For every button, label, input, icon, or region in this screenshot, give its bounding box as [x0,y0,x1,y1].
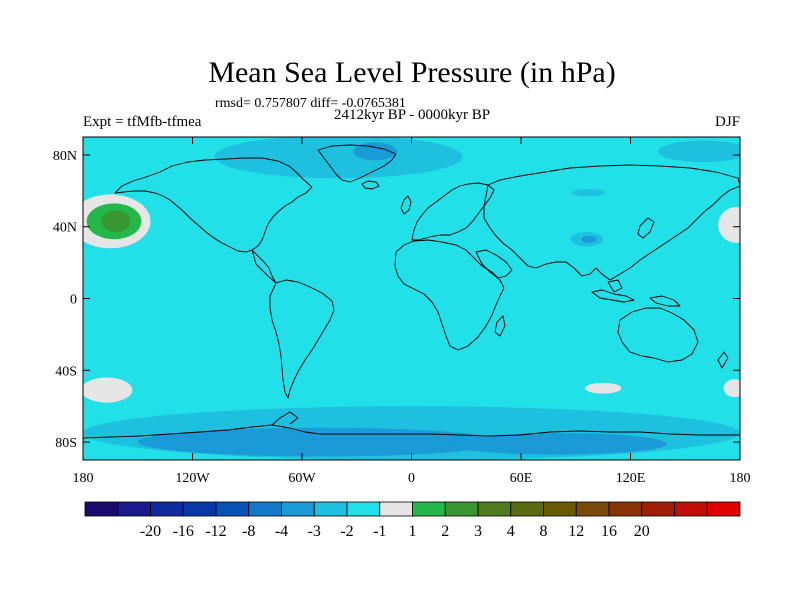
colorbar-swatch [215,501,250,517]
colorbar-label: 1 [409,523,417,540]
colorbar: -20 -16 -12 -8 -4 -3 -2 -1 1 2 3 4 8 12 16 20 [84,501,741,540]
colorbar-swatch [575,501,610,517]
anomaly-region-arctic-east [657,140,740,163]
season-label: DJF [715,114,740,130]
colorbar-swatch [543,501,577,517]
anomaly-region-south-indian [584,382,622,394]
colorbar-swatch [346,501,381,517]
colorbar-swatch [281,501,315,517]
anomaly-region-east-pacific-edge [718,206,740,243]
colorbar-label: 3 [474,523,482,540]
colorbar-swatch [412,501,446,517]
colorbar-swatch [477,501,512,517]
colorbar-label: -2 [340,523,353,540]
colorbar-swatch [182,501,217,517]
anomaly-region-arctic-atlantic [214,137,463,179]
anomaly-region-antarctic-east [448,433,667,455]
colorbar-swatch [379,501,413,517]
colorbar-label: 8 [540,523,548,540]
x-tick-label: 180 [73,471,94,486]
colorbar-label: 12 [568,523,584,540]
y-tick-label: 40S [55,364,77,379]
colorbar-label: -16 [173,523,194,540]
coastlines [83,144,740,439]
colorbar-label: 2 [441,523,449,540]
chart-subtitle: 2412kyr BP - 0000kyr BP [334,107,490,123]
anomaly-region-antarctic [137,427,503,457]
stats-line: rmsd= 0.757807 diff= -0.0765381 [215,96,406,111]
colorbar-label: 4 [507,523,515,540]
x-tick-label: 60E [510,471,533,486]
x-tick-label: 180 [730,471,751,486]
chart-title: Mean Sea Level Pressure (in hPa) [208,56,615,89]
colorbar-label: -4 [275,523,288,540]
colorbar-swatch [248,501,282,517]
colorbar-swatch [706,501,741,517]
anomaly-region-greenland-low [353,142,397,161]
anomaly-region-north-pacific [101,210,131,233]
colorbar-swatch [444,501,479,517]
y-tick-label: 80N [53,149,77,164]
anomaly-region-tibet-core [581,235,596,243]
map-plot-area [82,136,741,461]
colorbar-swatch [313,501,348,517]
y-axis: 80N 40N 0 40S 80S [53,149,740,451]
anomaly-region-south-east-edge [723,379,740,398]
colorbar-swatch [641,501,675,517]
colorbar-label: -12 [205,523,226,540]
colorbar-swatch [510,501,544,517]
colorbar-swatch [674,501,708,517]
colorbar-label: 16 [601,523,617,540]
anomaly-region-siberia [572,189,605,197]
colorbar-label: -3 [308,523,321,540]
x-axis: 180 120W 60W 0 60E 120E 180 [73,137,751,486]
y-tick-label: 40N [53,221,77,236]
x-tick-label: 0 [408,471,415,486]
colorbar-swatch [150,501,184,517]
x-tick-label: 60W [288,471,316,486]
x-tick-label: 120E [616,471,646,486]
colorbar-swatch [117,501,151,517]
y-tick-label: 0 [70,293,77,308]
colorbar-label: -8 [242,523,255,540]
y-tick-label: 80S [55,436,77,451]
colorbar-label: 20 [634,523,650,540]
colorbar-swatch [608,501,643,517]
experiment-label: Expt = tfMfb-tfmea [83,114,202,130]
x-tick-label: 120W [175,471,210,486]
colorbar-swatch [84,501,119,517]
colorbar-label: -20 [140,523,161,540]
anomaly-region-south-pacific [83,377,133,403]
colorbar-label: -1 [373,523,386,540]
